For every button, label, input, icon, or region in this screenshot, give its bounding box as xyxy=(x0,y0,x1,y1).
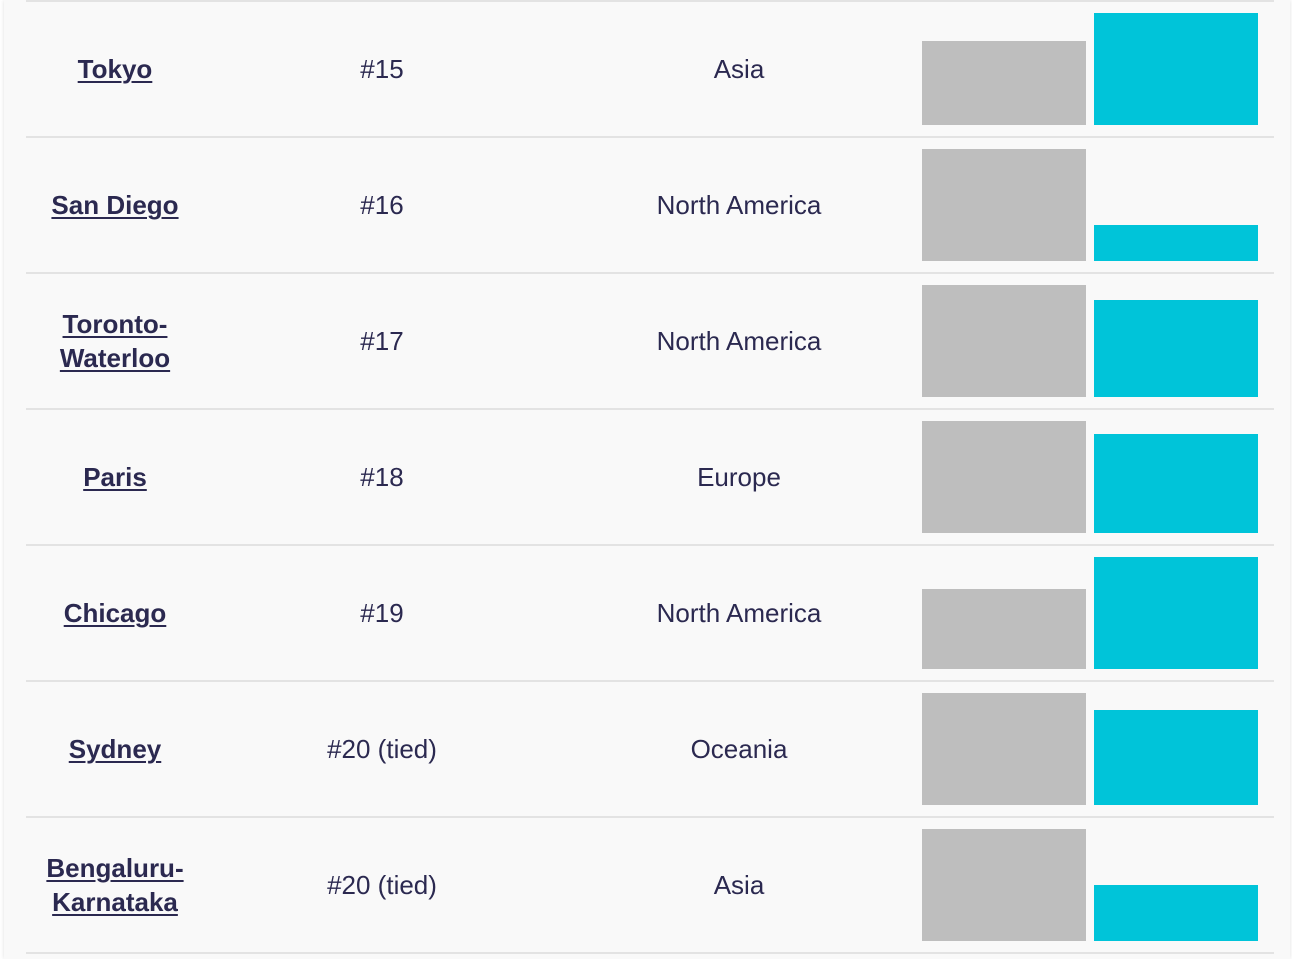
city-cell: San Diego xyxy=(26,138,204,272)
gray-bar xyxy=(922,589,1086,669)
gray-bar xyxy=(922,41,1086,125)
city-link-paris[interactable]: Paris xyxy=(83,462,147,492)
gray-bar xyxy=(922,829,1086,941)
city-cell: Sydney xyxy=(26,682,204,816)
row-bars xyxy=(922,421,1258,533)
teal-bar xyxy=(1094,434,1258,533)
rank-cell: #15 xyxy=(360,54,404,84)
city-cell: Tokyo xyxy=(26,2,204,136)
teal-bar xyxy=(1094,300,1258,397)
city-link-bengaluru-karnataka[interactable]: Bengaluru- Karnataka xyxy=(46,853,184,917)
rank-cell: #16 xyxy=(360,190,404,220)
table-row: Toronto- Waterloo #17 North America xyxy=(26,274,1274,410)
row-bars xyxy=(922,285,1258,397)
region-cell: North America xyxy=(656,190,822,220)
region-cell: Asia xyxy=(713,54,765,84)
city-cell: Chicago xyxy=(26,546,204,680)
table-row: Paris #18 Europe xyxy=(26,410,1274,546)
row-bars xyxy=(922,829,1258,941)
gray-bar xyxy=(922,285,1086,397)
table-row: San Diego #16 North America xyxy=(26,138,1274,274)
region-cell: North America xyxy=(656,326,822,356)
rank-cell: #20 (tied) xyxy=(327,870,437,900)
row-bars xyxy=(922,149,1258,261)
gray-bar xyxy=(922,149,1086,261)
ranking-table: Tokyo #15 Asia San Diego #16 North Ameri… xyxy=(26,0,1274,954)
rank-cell: #19 xyxy=(360,598,404,628)
city-link-san-diego[interactable]: San Diego xyxy=(51,190,179,220)
region-cell: Oceania xyxy=(690,734,788,764)
region-cell: North America xyxy=(656,598,822,628)
table-row: Chicago #19 North America xyxy=(26,546,1274,682)
city-link-sydney[interactable]: Sydney xyxy=(68,734,162,764)
row-bars xyxy=(922,557,1258,669)
rank-cell: #17 xyxy=(360,326,404,356)
gray-bar xyxy=(922,421,1086,533)
teal-bar xyxy=(1094,885,1258,941)
region-cell: Asia xyxy=(713,870,765,900)
city-cell: Bengaluru- Karnataka xyxy=(26,818,204,952)
rank-cell: #20 (tied) xyxy=(327,734,437,764)
city-link-tokyo[interactable]: Tokyo xyxy=(77,54,153,84)
city-link-chicago[interactable]: Chicago xyxy=(63,598,167,628)
rank-cell: #18 xyxy=(360,462,404,492)
ranking-panel: Tokyo #15 Asia San Diego #16 North Ameri… xyxy=(4,0,1290,959)
city-link-toronto-waterloo[interactable]: Toronto- Waterloo xyxy=(59,309,171,373)
table-row: Bengaluru- Karnataka #20 (tied) Asia xyxy=(26,818,1274,954)
teal-bar xyxy=(1094,13,1258,125)
teal-bar xyxy=(1094,557,1258,669)
city-cell: Paris xyxy=(26,410,204,544)
teal-bar xyxy=(1094,225,1258,261)
region-cell: Europe xyxy=(697,462,781,492)
city-cell: Toronto- Waterloo xyxy=(26,274,204,408)
row-bars xyxy=(922,13,1258,125)
gray-bar xyxy=(922,693,1086,805)
row-bars xyxy=(922,693,1258,805)
table-row: Tokyo #15 Asia xyxy=(26,2,1274,138)
teal-bar xyxy=(1094,710,1258,805)
table-row: Sydney #20 (tied) Oceania xyxy=(26,682,1274,818)
